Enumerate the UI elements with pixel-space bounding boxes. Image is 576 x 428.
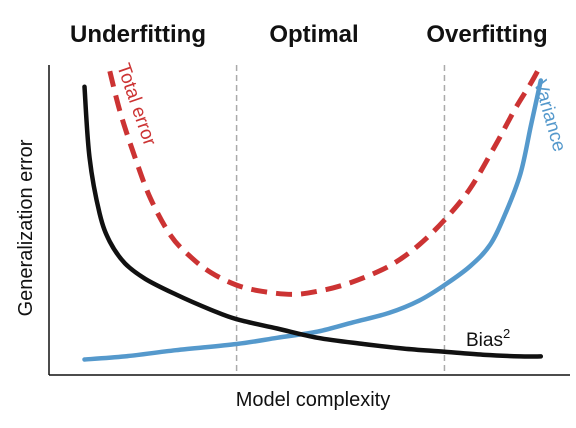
x-axis-label: Model complexity	[236, 389, 391, 411]
series-line-bias2	[82, 84, 544, 359]
series-line-variance	[82, 78, 544, 362]
y-axis-label: Generalization error	[15, 139, 37, 316]
bias-label-superscript: 2	[503, 326, 510, 341]
region-title-overfitting: Overfitting	[426, 21, 547, 48]
region-title-underfitting: Underfitting	[70, 21, 206, 48]
bias-label-text: Bias	[466, 330, 503, 351]
bias-squared-label: Bias2	[466, 326, 510, 351]
region-title-optimal: Optimal	[269, 21, 358, 48]
